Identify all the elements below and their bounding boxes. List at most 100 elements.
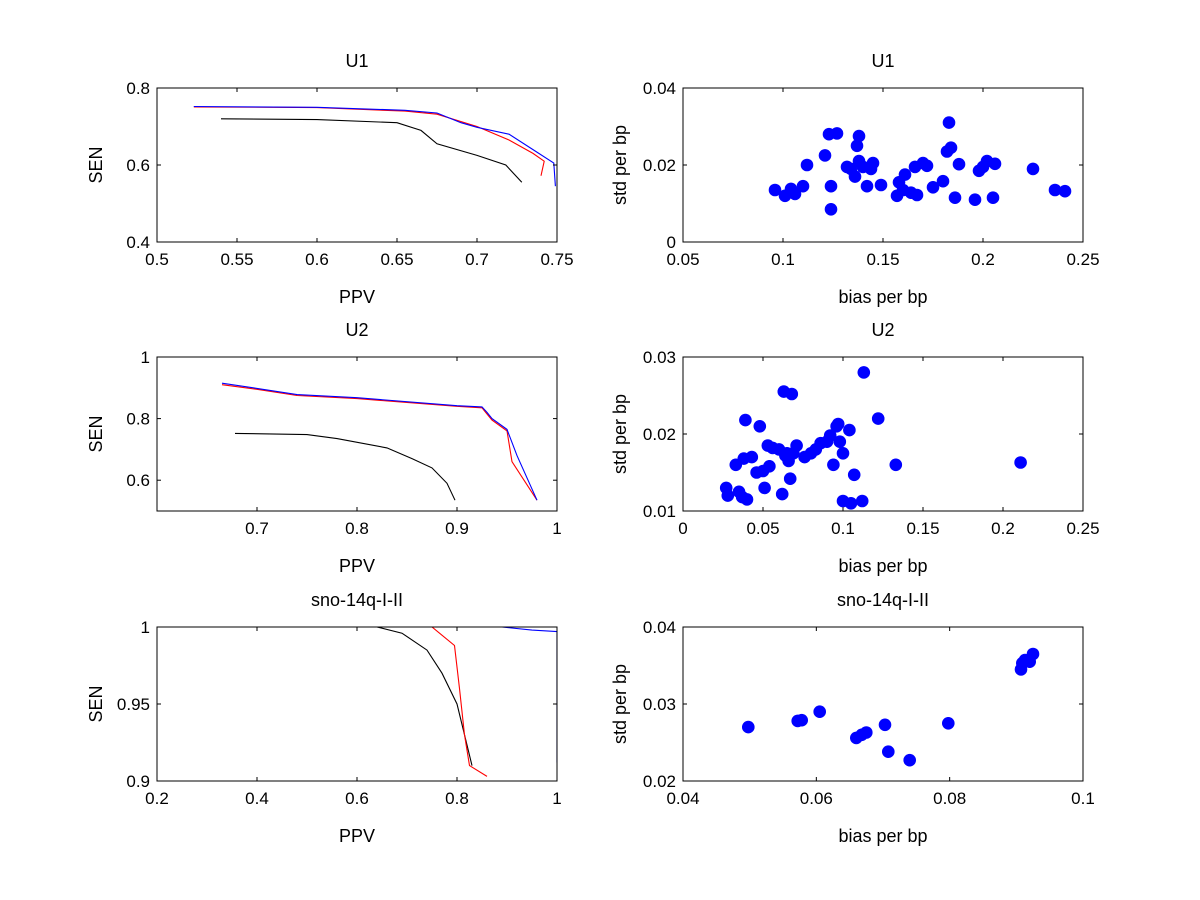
scatter-point — [1026, 162, 1040, 176]
y-axis-label: SEN — [86, 146, 106, 183]
scatter-point — [844, 496, 858, 510]
y-tick-label: 0.02 — [643, 425, 676, 444]
panel-4: 0 0.05 0.1 0.15 0.2 0.25 0.01 0.02 0.03 U2 bias pe… — [610, 320, 1100, 576]
y-tick-label: 1 — [141, 618, 150, 637]
panel-title: U1 — [871, 51, 894, 71]
scatter-point — [753, 419, 767, 433]
x-tick-label: 0.6 — [305, 250, 329, 269]
axes-frame — [156, 356, 558, 512]
scatter-point — [878, 718, 892, 732]
scatter-point — [889, 458, 903, 472]
x-tick-label: 0.25 — [1066, 519, 1099, 538]
x-tick-label: 0.5 — [145, 250, 169, 269]
panel-2: 0.05 0.1 0.15 0.2 0.25 0 0.02 0.04 U1 bias per bp… — [610, 51, 1100, 307]
x-tick-label: 0.6 — [345, 789, 369, 808]
scatter-point — [721, 489, 735, 502]
y-tick-label: 0 — [667, 233, 676, 252]
y-axis-label: SEN — [86, 415, 106, 452]
x-tick-label: 0.06 — [800, 789, 833, 808]
scatter-point — [843, 423, 856, 437]
scatter-point — [941, 716, 955, 730]
series-line-2 — [221, 384, 538, 501]
scatter-point — [910, 188, 924, 202]
y-tick-label: 0.04 — [643, 618, 676, 637]
y-tick-label: 0.6 — [126, 471, 150, 490]
scatter-point — [783, 472, 797, 486]
scatter-point — [852, 129, 866, 143]
scatter-point — [788, 187, 802, 201]
series-line-3 — [221, 382, 538, 501]
x-axis-label: PPV — [339, 287, 375, 307]
y-axis-label: std per bp — [610, 664, 630, 744]
scatter-point — [926, 181, 940, 194]
scatter-point — [775, 487, 789, 501]
y-axis-label: SEN — [86, 685, 106, 722]
scatter-point — [986, 191, 1000, 204]
x-tick-label: 0.05 — [746, 519, 779, 538]
scatter-point — [824, 203, 838, 216]
axes-frame — [156, 626, 558, 782]
x-axis-label: bias per bp — [838, 826, 927, 846]
scatter-point — [768, 183, 782, 197]
panel-title: U2 — [345, 320, 368, 340]
scatter-point — [1058, 184, 1072, 198]
scatter-point — [831, 417, 845, 431]
y-tick-label: 0.02 — [643, 772, 676, 791]
scatter-point — [796, 179, 810, 193]
scatter-point — [942, 116, 956, 129]
scatter-point — [855, 494, 869, 508]
scatter-point — [920, 159, 934, 173]
x-tick-label: 0.75 — [540, 250, 573, 269]
x-tick-label: 0.15 — [866, 250, 899, 269]
scatter-point — [785, 387, 799, 401]
scatter-point — [968, 193, 982, 206]
y-tick-label: 0.03 — [643, 348, 676, 367]
series-line-1 — [157, 627, 473, 766]
scatter-point — [936, 174, 950, 188]
y-tick-label: 0.02 — [643, 156, 676, 175]
x-tick-label: 0.1 — [771, 250, 795, 269]
scatter-point — [833, 435, 847, 449]
x-axis-label: PPV — [339, 556, 375, 576]
x-axis-label: bias per bp — [838, 287, 927, 307]
x-axis-label: PPV — [339, 826, 375, 846]
scatter-point — [1014, 456, 1027, 469]
scatter-point — [818, 149, 832, 162]
scatter-point — [988, 157, 1002, 171]
y-tick-label: 0.4 — [126, 233, 150, 252]
y-axis-label: std per bp — [610, 394, 630, 474]
scatter-point — [758, 481, 771, 495]
series-line-3 — [157, 627, 557, 763]
scatter-point — [857, 366, 871, 379]
scatter-point — [1026, 647, 1040, 661]
scatter-point — [827, 458, 840, 472]
scatter-point — [874, 178, 888, 192]
scatter-point — [860, 179, 874, 193]
scatter-point — [881, 745, 895, 759]
scatter-point — [859, 726, 873, 739]
scatter-point — [823, 429, 837, 442]
scatter-point — [824, 179, 838, 193]
scatter-point — [800, 158, 814, 172]
axes-frame — [156, 87, 558, 243]
panel-1: 0.5 0.55 0.6 0.65 0.7 0.75 0.4 0.6 0.8 U1 PPV SEN — [86, 51, 574, 307]
series-line-2 — [193, 106, 545, 176]
panel-title: U2 — [871, 320, 894, 340]
scatter-point — [836, 446, 850, 460]
scatter-point — [952, 157, 966, 171]
scatter-point — [740, 493, 754, 506]
panel-5: 0.2 0.4 0.6 0.8 1 0.9 0.95 1 sno-14q-I-II PPV SEN — [86, 590, 562, 846]
scatter-point — [903, 753, 917, 767]
x-tick-label: 0.55 — [220, 250, 253, 269]
y-tick-label: 0.6 — [126, 156, 150, 175]
x-tick-label: 0.9 — [445, 519, 469, 538]
scatter-point — [848, 170, 862, 183]
x-tick-label: 0.04 — [666, 789, 699, 808]
x-tick-label: 0.4 — [245, 789, 269, 808]
x-axis-label: bias per bp — [838, 556, 927, 576]
x-tick-label: 0.7 — [465, 250, 489, 269]
scatter-point — [830, 127, 844, 140]
axes-frame — [682, 626, 1084, 782]
axes-frame — [682, 87, 1084, 243]
scatter-point — [847, 468, 861, 482]
